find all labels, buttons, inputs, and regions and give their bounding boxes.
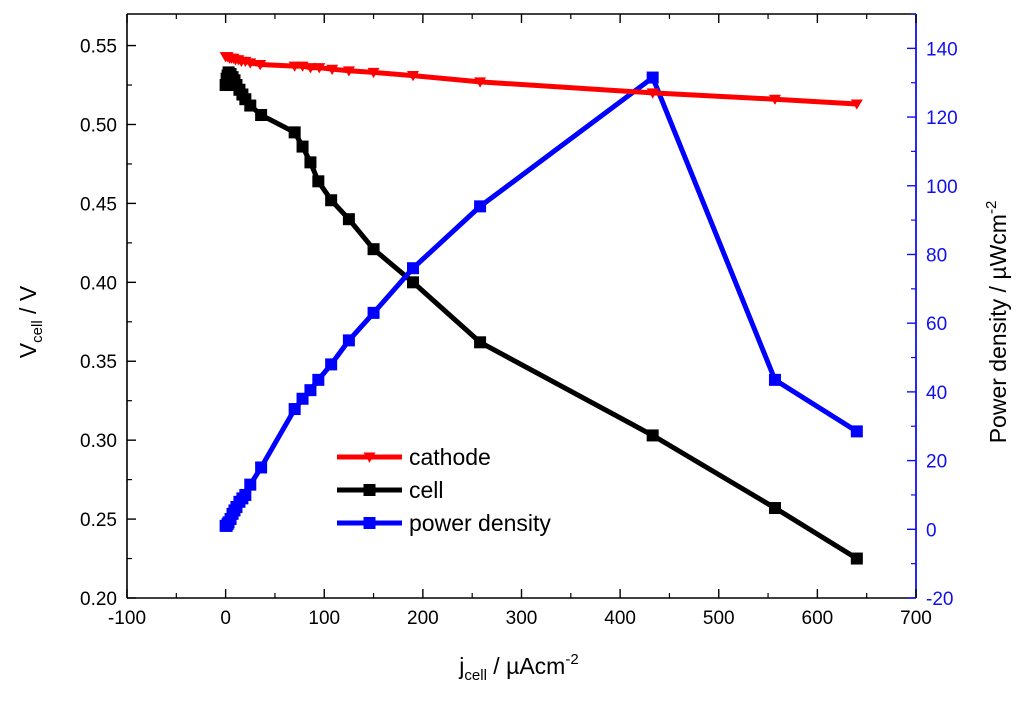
- legend-swatch-marker: [363, 452, 376, 463]
- data-point-cell: [407, 276, 420, 289]
- series-power-density: [219, 71, 863, 532]
- data-point-cell: [296, 140, 309, 153]
- data-point-power-density: [768, 373, 781, 386]
- data-point-cell: [304, 156, 317, 169]
- y-right-tick-label: 0: [926, 520, 937, 541]
- data-point-cathode: [367, 67, 380, 79]
- x-tick-label: 400: [604, 608, 636, 629]
- data-point-cell: [325, 194, 338, 207]
- y-right-tick-label: 140: [926, 39, 958, 60]
- data-point-power-density: [239, 488, 252, 501]
- series-line-power-density: [224, 75, 859, 529]
- y-right-tick-label: 40: [926, 383, 947, 404]
- y-left-tick-label: 0.35: [80, 352, 117, 373]
- data-point-power-density: [474, 200, 487, 213]
- data-point-cell: [367, 243, 380, 256]
- data-point-power-density: [244, 478, 257, 491]
- x-tick-label: 0: [220, 608, 231, 629]
- data-point-cathode: [326, 64, 339, 75]
- legend-label: cell: [409, 477, 444, 503]
- legend-label: power density: [409, 510, 551, 536]
- data-point-cell: [244, 99, 257, 112]
- data-point-power-density: [312, 373, 325, 386]
- data-point-cell: [768, 502, 781, 515]
- y-right-tick-label: 20: [926, 452, 947, 473]
- data-point-power-density: [646, 71, 659, 84]
- data-point-power-density: [407, 262, 420, 275]
- x-tick-label: 200: [407, 608, 439, 629]
- data-point-cathode: [304, 63, 317, 74]
- data-point-power-density: [304, 384, 317, 397]
- data-point-power-density: [850, 425, 863, 438]
- data-point-power-density: [325, 358, 338, 371]
- legend-item-power-density: power density: [337, 510, 551, 536]
- data-point-cathode: [342, 66, 355, 77]
- data-point-cathode: [850, 99, 863, 110]
- data-point-cell: [255, 109, 268, 122]
- y-left-tick-label: 0.40: [80, 273, 117, 294]
- data-point-cell: [474, 336, 487, 349]
- legend-label: cathode: [409, 444, 491, 470]
- y-left-tick-label: 0.50: [80, 115, 117, 136]
- legend-swatch-marker: [363, 517, 376, 529]
- data-point-cathode: [244, 58, 257, 69]
- data-point-cathode: [254, 60, 267, 71]
- y-right-tick-label: 120: [926, 108, 958, 129]
- y-right-tick-label: 100: [926, 177, 958, 198]
- y-left-tick-label: 0.55: [80, 37, 117, 58]
- axes-layer: -100 0 100 200 300 400 500 600 7000.200.250.300.…: [80, 13, 958, 629]
- data-point-cell: [312, 175, 325, 188]
- data-point-power-density: [288, 403, 301, 416]
- data-point-cathode: [288, 61, 301, 72]
- data-point-cell: [288, 126, 301, 139]
- legend-item-cell: cell: [337, 477, 444, 503]
- data-point-cathode: [474, 77, 487, 88]
- x-axis-title: jcell / µAcm-2: [458, 651, 578, 684]
- y-axis-right-title: Power density / µWcm-2: [983, 201, 1011, 444]
- x-tick-label: 300: [506, 608, 538, 629]
- y-right-tick-label: 60: [926, 314, 947, 335]
- series-cell: [219, 66, 863, 565]
- x-tick-label: 500: [703, 608, 735, 629]
- y-left-tick-label: 0.45: [80, 194, 117, 215]
- data-point-cathode: [768, 94, 781, 105]
- series-layer: [219, 52, 863, 565]
- y-left-tick-label: 0.20: [80, 589, 117, 610]
- series-cathode: [219, 52, 863, 110]
- data-point-power-density: [255, 461, 268, 474]
- legend: cathode cell power density: [337, 444, 551, 536]
- legend-item-cathode: cathode: [337, 444, 491, 470]
- y-right-tick-label: 80: [926, 245, 947, 266]
- data-point-cathode: [646, 88, 659, 99]
- data-point-power-density: [367, 306, 380, 319]
- legend-swatch-marker: [363, 484, 376, 496]
- x-tick-label: 600: [802, 608, 834, 629]
- x-tick-label: 700: [900, 608, 932, 629]
- y-left-tick-label: 0.30: [80, 431, 117, 452]
- x-tick-label: -100: [108, 608, 146, 629]
- x-tick-label: 100: [308, 608, 340, 629]
- data-point-cathode: [407, 71, 420, 82]
- data-point-power-density: [342, 334, 355, 347]
- data-point-cell: [342, 213, 355, 226]
- data-point-cell: [646, 429, 659, 442]
- y-right-tick-label: -20: [926, 589, 953, 610]
- series-line-cell: [223, 69, 859, 561]
- y-axis-left-title: Vcell / V: [15, 285, 46, 358]
- data-point-cathode: [313, 63, 326, 74]
- data-point-cell: [850, 552, 863, 565]
- y-left-tick-label: 0.25: [80, 510, 117, 531]
